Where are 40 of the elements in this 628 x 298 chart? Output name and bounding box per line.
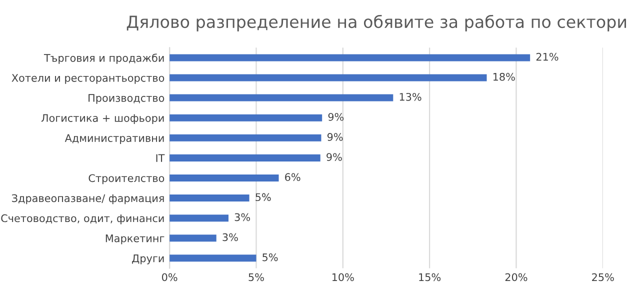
y-tick-label: Маркетинг [106, 234, 164, 244]
y-tick-label: IT [156, 154, 165, 162]
y-tick-label: Търговия и продажби [44, 54, 164, 64]
x-tick-label: 20% [505, 273, 528, 282]
chart-title: Дялово разпределение на обявите за работа по сектори [126, 14, 626, 32]
y-tick-label: Строителство [88, 174, 164, 184]
data-label: 5% [256, 193, 271, 202]
data-label: 9% [326, 153, 342, 161]
data-label: 9% [328, 112, 344, 121]
bar [170, 214, 228, 222]
data-label: 6% [285, 173, 300, 182]
bar [170, 94, 394, 102]
data-label: 13% [400, 92, 422, 101]
y-tick-label: Счетоводство, одит, финанси [1, 214, 164, 224]
data-label: 3% [222, 233, 238, 242]
y-tick-label: Производство [88, 94, 164, 104]
bar [170, 134, 322, 142]
data-label: 3% [234, 213, 250, 222]
y-tick-label: Административни [64, 134, 164, 144]
data-label: 18% [493, 72, 515, 81]
x-tick-label: 5% [248, 273, 264, 282]
bar [170, 254, 256, 262]
y-tick-label: Хотели и ресторантьорство [12, 74, 164, 84]
x-tick-label: 15% [419, 273, 441, 282]
bar [170, 234, 216, 242]
bar [170, 114, 322, 122]
bar [170, 174, 279, 182]
bar [170, 54, 530, 62]
y-tick-label: Здравеопазване/ фармация [12, 194, 164, 204]
x-tick-label: 10% [332, 273, 354, 282]
bar [170, 74, 487, 82]
data-label: 5% [262, 253, 278, 262]
data-label: 21% [536, 52, 558, 61]
data-label: 9% [327, 133, 343, 141]
y-tick-label: Други [132, 254, 164, 264]
y-tick-label: Логистика + шофьори [41, 114, 164, 124]
x-tick-label: 0% [162, 273, 178, 282]
x-tick-label: 25% [592, 273, 614, 282]
bar [170, 154, 320, 162]
bar [170, 194, 250, 202]
